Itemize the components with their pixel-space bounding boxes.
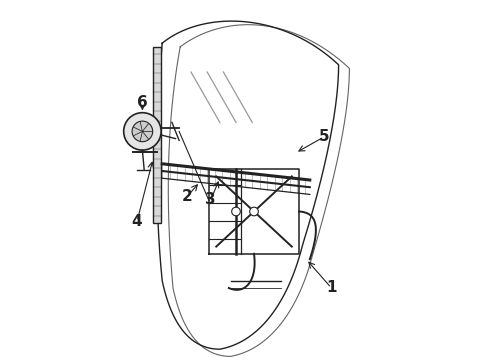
Text: 2: 2 xyxy=(182,189,193,204)
Polygon shape xyxy=(157,21,339,349)
Text: 3: 3 xyxy=(205,192,216,207)
Text: 6: 6 xyxy=(137,95,148,110)
Text: 4: 4 xyxy=(132,214,142,229)
Circle shape xyxy=(132,121,153,142)
Text: 5: 5 xyxy=(319,129,329,144)
Polygon shape xyxy=(153,47,162,223)
Circle shape xyxy=(250,207,258,216)
Circle shape xyxy=(123,113,161,150)
Circle shape xyxy=(232,207,240,216)
Text: 1: 1 xyxy=(326,280,337,296)
